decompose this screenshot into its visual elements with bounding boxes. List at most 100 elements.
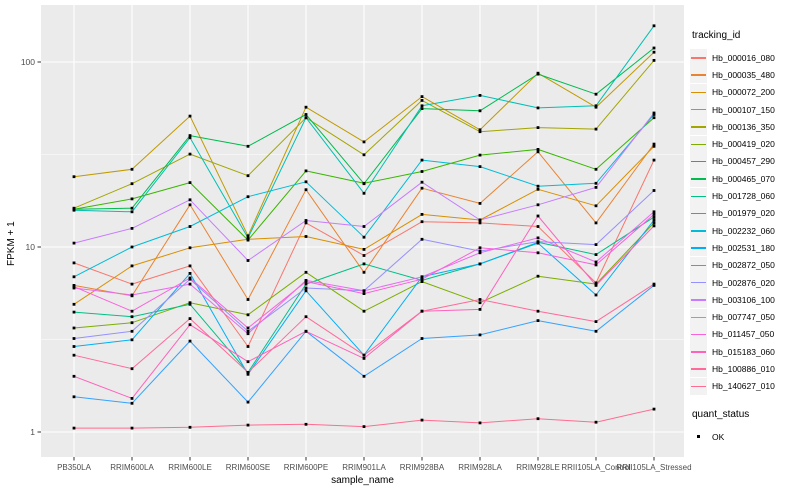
x-tick-label: RRIM928LA xyxy=(458,463,502,472)
data-point-marker xyxy=(362,225,366,228)
data-point-marker xyxy=(188,301,192,305)
data-point-marker xyxy=(246,195,250,199)
legend-item-label: Hb_000016_080 xyxy=(712,52,775,63)
data-point-marker xyxy=(478,251,482,255)
data-point-marker xyxy=(246,236,250,240)
data-point-marker xyxy=(246,326,250,330)
data-point-marker xyxy=(420,277,424,281)
quant-ok-square-icon xyxy=(690,428,707,445)
legend-item-Hb_007747_050: Hb_007747_050 xyxy=(690,308,798,326)
data-point-marker xyxy=(420,180,424,184)
data-point-marker xyxy=(478,221,482,225)
data-point-marker xyxy=(188,181,192,184)
legend-item-Hb_100886_010: Hb_100886_010 xyxy=(690,360,798,378)
data-point-marker xyxy=(652,224,656,228)
legend-item-label: Hb_015183_060 xyxy=(712,346,775,357)
legend-item-Hb_002872_050: Hb_002872_050 xyxy=(690,256,798,274)
legend-item-Hb_001979_020: Hb_001979_020 xyxy=(690,204,798,222)
data-point-marker xyxy=(362,270,366,274)
data-point-marker xyxy=(72,310,76,314)
data-point-marker xyxy=(594,204,598,208)
data-point-marker xyxy=(478,249,482,253)
data-point-marker xyxy=(536,203,540,207)
data-point-marker xyxy=(246,313,250,317)
data-point-marker xyxy=(130,210,134,214)
data-point-marker xyxy=(536,274,540,278)
legend-item-Hb_000136_350: Hb_000136_350 xyxy=(690,118,798,136)
data-point-marker xyxy=(536,241,540,245)
data-point-marker xyxy=(594,329,598,333)
legend-item-Hb_003106_100: Hb_003106_100 xyxy=(690,291,798,309)
data-point-marker xyxy=(478,109,482,113)
data-point-marker xyxy=(594,181,598,185)
legend-key-line-icon xyxy=(690,187,707,205)
data-point-marker xyxy=(652,221,656,225)
data-point-marker xyxy=(652,407,656,411)
data-point-marker xyxy=(536,187,540,191)
legend-item-Hb_002531_180: Hb_002531_180 xyxy=(690,239,798,257)
data-point-marker xyxy=(72,285,76,289)
data-point-marker xyxy=(130,245,134,249)
data-point-marker xyxy=(188,246,192,250)
legend-item-Hb_000072_200: Hb_000072_200 xyxy=(690,83,798,101)
data-point-marker xyxy=(652,142,656,146)
data-point-marker xyxy=(536,225,540,228)
data-point-marker xyxy=(304,289,308,293)
data-point-marker xyxy=(188,198,192,202)
legend-key-line-icon xyxy=(690,343,707,361)
data-point-marker xyxy=(72,241,76,245)
data-point-marker xyxy=(594,284,598,287)
data-point-marker xyxy=(420,170,424,173)
legend-item-Hb_011457_050: Hb_011457_050 xyxy=(690,325,798,343)
data-point-marker xyxy=(652,59,656,62)
legend-key-line-icon xyxy=(690,49,707,67)
data-point-marker xyxy=(594,167,598,171)
data-point-marker xyxy=(304,221,308,225)
data-point-marker xyxy=(246,400,250,404)
data-point-marker xyxy=(594,253,598,256)
data-point-marker xyxy=(478,301,482,305)
data-point-marker xyxy=(362,235,366,239)
legend-item-Hb_002232_060: Hb_002232_060 xyxy=(690,222,798,240)
data-point-marker xyxy=(478,262,482,266)
legend-item-quant-ok: OK xyxy=(690,428,798,445)
data-point-marker xyxy=(478,218,482,222)
data-point-marker xyxy=(246,372,250,376)
data-point-marker xyxy=(130,264,134,268)
x-tick-label: RRIM600LA xyxy=(110,463,154,472)
data-point-marker xyxy=(130,397,134,400)
legend-item-Hb_001728_060: Hb_001728_060 xyxy=(690,187,798,205)
data-point-marker xyxy=(536,150,540,154)
data-point-marker xyxy=(362,191,366,195)
legend-item-label: Hb_000107_150 xyxy=(712,104,775,115)
x-tick-label: RRII105LA_Control xyxy=(561,463,631,472)
data-point-marker xyxy=(130,227,134,230)
data-point-marker xyxy=(72,374,76,378)
data-point-marker xyxy=(304,329,308,333)
data-point-marker xyxy=(652,144,656,148)
data-point-marker xyxy=(536,184,540,188)
data-point-marker xyxy=(478,130,482,134)
data-point-marker xyxy=(188,272,192,275)
data-point-marker xyxy=(594,263,598,267)
data-point-marker xyxy=(72,395,76,399)
x-tick-label: RRIM600SE xyxy=(226,463,270,472)
data-point-marker xyxy=(130,401,134,405)
data-point-marker xyxy=(420,309,424,313)
data-point-marker xyxy=(536,251,540,255)
data-point-marker xyxy=(478,298,482,301)
legend: tracking_id Hb_000016_080 Hb_000035_480 Hb… xyxy=(690,30,798,445)
data-point-marker xyxy=(188,134,192,137)
legend-item-Hb_015183_060: Hb_015183_060 xyxy=(690,343,798,361)
x-tick-label: RRIM600PE xyxy=(284,463,328,472)
data-point-marker xyxy=(652,218,656,222)
data-point-marker xyxy=(536,236,540,240)
data-point-marker xyxy=(304,422,308,426)
legend-item-Hb_000419_020: Hb_000419_020 xyxy=(690,135,798,153)
legend-item-label: Hb_000465_070 xyxy=(712,173,775,184)
data-point-marker xyxy=(594,243,598,246)
data-point-marker xyxy=(420,104,424,108)
data-point-marker xyxy=(246,144,250,148)
legend-key-line-icon xyxy=(690,291,707,309)
data-point-marker xyxy=(304,113,308,116)
